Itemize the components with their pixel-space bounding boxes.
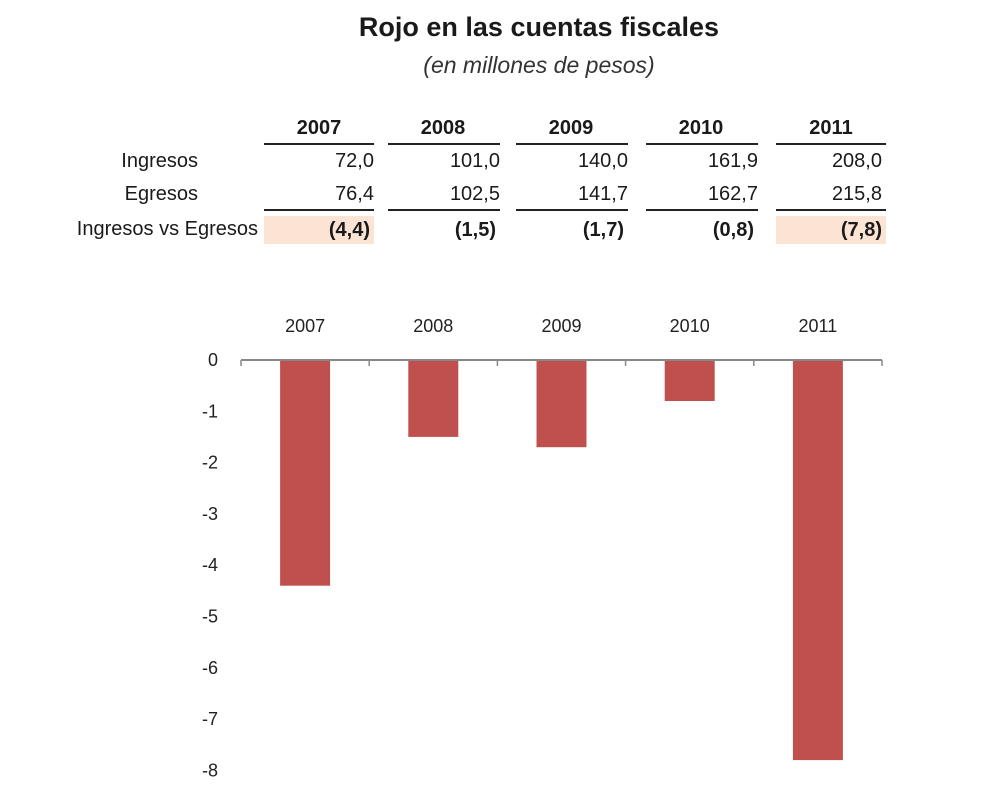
row-label-egresos: Egresos xyxy=(124,183,198,205)
x-tick-label: 2011 xyxy=(799,316,838,336)
sum-underline xyxy=(516,209,628,211)
y-tick-label: -7 xyxy=(202,709,218,729)
y-tick-label: -3 xyxy=(202,504,218,524)
chart-subtitle: (en millones de pesos) xyxy=(423,52,655,78)
table-cell-diff: (7,8) xyxy=(776,216,886,244)
chart-title: Rojo en las cuentas fiscales xyxy=(358,12,720,42)
table-cell-diff: (0,8) xyxy=(712,219,754,241)
table-cell: 208,0 xyxy=(831,150,882,172)
bar xyxy=(280,360,331,586)
y-tick-label: -4 xyxy=(202,555,218,575)
data-table: 2007 2008 2009 2010 2011 Ingresos Egreso… xyxy=(0,0,1000,260)
row-label-diff: Ingresos vs Egresos xyxy=(76,218,258,240)
y-tick-label: -6 xyxy=(202,658,218,678)
header-underline xyxy=(264,143,374,145)
bar xyxy=(408,360,459,437)
sum-underline xyxy=(264,209,374,211)
header-underline xyxy=(388,143,500,145)
table-cell: 162,7 xyxy=(707,183,758,205)
table-cell: 140,0 xyxy=(577,150,628,172)
sum-underline xyxy=(776,209,886,211)
sum-underline xyxy=(646,209,758,211)
row-label-ingresos: Ingresos xyxy=(121,150,198,172)
bar xyxy=(536,360,587,448)
y-tick-label: 0 xyxy=(208,350,218,370)
y-tick-label: -1 xyxy=(202,401,218,421)
x-tick-label: 2010 xyxy=(670,316,710,336)
header-underline xyxy=(516,143,628,145)
table-year-header: 2010 xyxy=(678,117,724,139)
table-cell: 101,0 xyxy=(449,150,500,172)
table-cell: 141,7 xyxy=(577,183,628,205)
table-cell-diff: (1,7) xyxy=(582,219,624,241)
table-year-header: 2011 xyxy=(809,117,853,139)
table-cell: 72,0 xyxy=(335,150,374,172)
table-cell-diff: (1,5) xyxy=(454,219,496,241)
x-tick-label: 2008 xyxy=(413,316,453,336)
bar xyxy=(664,360,715,401)
header-underline xyxy=(776,143,886,145)
table-cell-diff: (4,4) xyxy=(264,216,374,244)
table-cell: 215,8 xyxy=(831,183,882,205)
y-tick-label: -2 xyxy=(202,453,218,473)
sum-underline xyxy=(388,209,500,211)
bar xyxy=(792,360,843,761)
table-year-header: 2008 xyxy=(420,117,466,139)
table-cell: 76,4 xyxy=(335,183,374,205)
table-year-header: 2009 xyxy=(548,117,594,139)
header-underline xyxy=(646,143,758,145)
y-tick-label: -8 xyxy=(202,760,218,780)
x-tick-label: 2007 xyxy=(285,316,325,336)
table-cell: 161,9 xyxy=(707,150,758,172)
x-tick-label: 2009 xyxy=(541,316,581,336)
table-year-header: 2007 xyxy=(296,117,342,139)
y-tick-label: -5 xyxy=(202,607,218,627)
table-cell: 102,5 xyxy=(449,183,500,205)
